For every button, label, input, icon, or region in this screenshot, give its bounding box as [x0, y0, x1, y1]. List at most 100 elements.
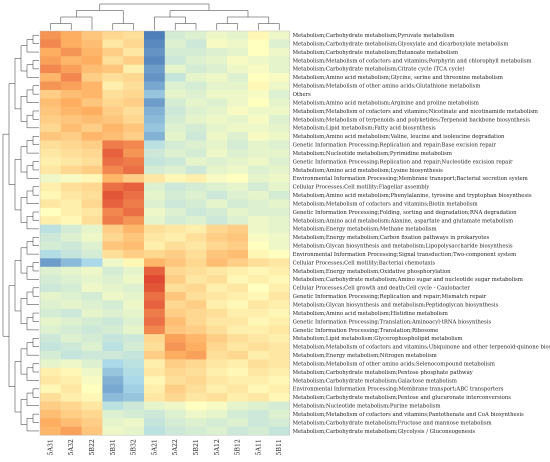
heatmap-cell — [123, 283, 145, 293]
heatmap-cell — [206, 401, 228, 411]
heatmap-cell — [227, 123, 249, 133]
heatmap-cell — [123, 426, 145, 436]
row-label: Genetic Information Processing;Translati… — [293, 319, 492, 325]
heatmap-cell — [164, 115, 186, 124]
heatmap-cell — [164, 292, 186, 301]
heatmap-cell — [60, 367, 82, 377]
heatmap-cell — [185, 275, 207, 284]
row-label: Metabolism;Amino acid metabolism;Histidi… — [293, 311, 448, 317]
row-label: Metabolism;Carbohydrate metabolism;Citra… — [293, 66, 465, 73]
heatmap-cell — [164, 81, 186, 91]
heatmap-cell — [144, 249, 166, 259]
heatmap-cell — [248, 73, 270, 82]
heatmap-cell — [102, 56, 124, 65]
heatmap-cell — [248, 115, 270, 124]
heatmap-cell — [123, 275, 145, 284]
heatmap-cell — [123, 292, 145, 301]
heatmap-cell — [248, 350, 270, 360]
column-dendrogram-branch — [99, 3, 210, 11]
heatmap-cell — [164, 393, 186, 402]
heatmap-cell — [227, 325, 249, 335]
heatmap-cell — [102, 292, 124, 301]
heatmap-cell — [164, 64, 186, 74]
heatmap-cell — [40, 325, 62, 335]
heatmap-cell — [206, 190, 228, 200]
heatmap-cell — [40, 350, 62, 360]
heatmap-cell — [185, 165, 207, 175]
heatmap-cell — [81, 426, 103, 436]
heatmap-cell — [102, 64, 124, 74]
row-label: Metabolism;Carbohydrate metabolism;Galac… — [293, 378, 457, 384]
heatmap-cell — [81, 140, 103, 150]
row-dendrogram-branch — [20, 197, 27, 223]
heatmap-cell — [185, 148, 207, 158]
heatmap-cell — [144, 47, 166, 57]
heatmap-cell — [40, 224, 62, 234]
heatmap-cell — [227, 233, 249, 242]
heatmap-cell — [60, 266, 82, 276]
heatmap-cell — [227, 157, 249, 167]
heatmap-cell — [206, 342, 228, 352]
heatmap-cell — [227, 418, 249, 428]
row-dendrogram-branch — [32, 85, 39, 95]
row-label: Metabolism;Metabolism of terpenoids and … — [293, 117, 531, 123]
heatmap-cell — [102, 81, 124, 91]
row-label: Metabolism;Amino acid metabolism;Phenyla… — [293, 193, 532, 199]
heatmap-cell — [144, 367, 166, 377]
heatmap-cell — [144, 56, 166, 65]
heatmap-cell — [185, 266, 207, 276]
heatmap-cell — [123, 376, 145, 385]
heatmap-cell — [40, 426, 62, 436]
row-dendrogram-branch — [32, 211, 39, 221]
heatmap-cell — [81, 190, 103, 200]
row-label: Cellular Processes;Cell growth and death… — [293, 286, 471, 292]
heatmap-cell — [81, 300, 103, 310]
heatmap-cell — [227, 342, 249, 352]
heatmap-cell — [40, 401, 62, 411]
row-label: Metabolism;Metabolism of cofactors and v… — [293, 345, 550, 351]
heatmap-cell — [206, 334, 228, 343]
heatmap-cell — [268, 199, 290, 209]
heatmap-cell — [60, 342, 82, 352]
heatmap-cell — [248, 157, 270, 167]
column-dendrogram-branch — [169, 10, 249, 17]
heatmap-cell — [144, 325, 166, 335]
heatmap-cell — [102, 300, 124, 310]
heatmap-cell — [268, 342, 290, 352]
heatmap-cell — [268, 376, 290, 385]
heatmap-cell — [102, 132, 124, 141]
heatmap-cell — [144, 64, 166, 74]
heatmap-cell — [60, 47, 82, 57]
row-dendrogram-branch — [32, 34, 39, 44]
heatmap-cell — [102, 39, 124, 49]
heatmap-cell — [144, 190, 166, 200]
heatmap-cell — [227, 148, 249, 158]
heatmap-cell — [185, 325, 207, 335]
heatmap-cell — [164, 182, 186, 192]
heatmap-cell — [268, 190, 290, 200]
heatmap-cell — [123, 241, 145, 251]
heatmap-cell — [60, 258, 82, 268]
heatmap-cell — [40, 56, 62, 65]
heatmap-cell — [227, 165, 249, 175]
heatmap-cell — [206, 182, 228, 192]
heatmap-cell — [81, 157, 103, 167]
row-label: Metabolism;Metabolism of cofactors and v… — [293, 412, 524, 418]
heatmap-cell — [248, 233, 270, 242]
heatmap-cell — [164, 249, 186, 259]
heatmap-cell — [268, 31, 290, 40]
heatmap-cell — [227, 182, 249, 192]
heatmap-cell — [102, 47, 124, 57]
heatmap-cell — [144, 224, 166, 234]
heatmap-cell — [185, 418, 207, 428]
heatmap-cell — [60, 401, 82, 411]
heatmap-cell — [40, 207, 62, 217]
heatmap-cell — [206, 115, 228, 124]
heatmap-cell — [268, 115, 290, 124]
heatmap-cell — [248, 56, 270, 65]
heatmap-cell — [227, 275, 249, 284]
heatmap-cell — [81, 409, 103, 419]
heatmap-cell — [81, 39, 103, 49]
heatmap-cell — [60, 148, 82, 158]
heatmap-cell — [40, 367, 62, 377]
